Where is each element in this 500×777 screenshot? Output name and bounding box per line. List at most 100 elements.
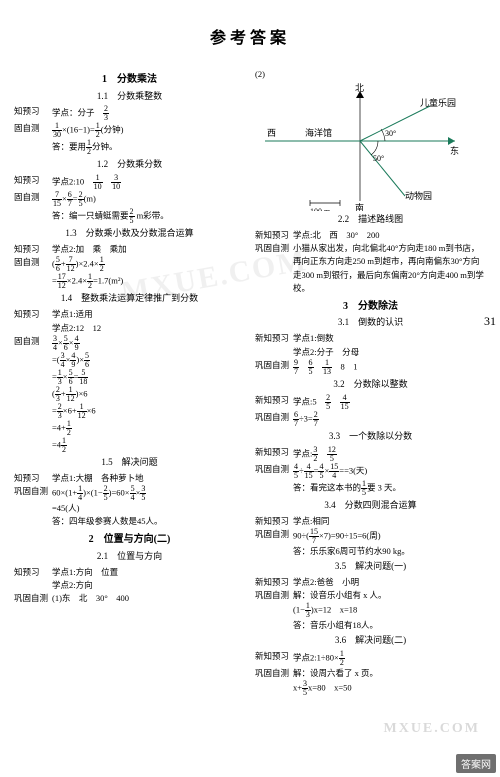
entry-label: 新知预习 <box>255 446 293 463</box>
chapter-heading: 2 位置与方向(二) <box>14 532 245 548</box>
right-column: (2) 北 南 东 西 海洋馆 儿童乐园 动物园 30° 50° <box>255 68 486 697</box>
entry: 巩固自测 45÷415=45×154==3(天) <box>255 463 486 480</box>
entry: 知预习 学点：分子 23 <box>14 105 245 122</box>
entry-content: 67÷3=27 <box>293 411 486 428</box>
entry-content: 学点2:10 110 310 <box>52 174 245 191</box>
section-heading: 3.4 分数四则混合运算 <box>255 499 486 513</box>
entry-label: 巩固自测 <box>255 359 293 376</box>
fraction: 112 <box>66 386 76 403</box>
entry-label: 固自测 <box>14 122 52 139</box>
fraction: 25 <box>325 394 331 411</box>
entry-content: (23+112)×6 <box>14 386 245 403</box>
section-heading: 1.2 分数乘分数 <box>14 158 245 172</box>
entry-content: 130×(16−1)=12(分钟) <box>52 122 245 139</box>
entry: 新知预习 学点:32 125 <box>255 446 486 463</box>
fraction: 415 <box>304 463 314 480</box>
two-columns: 1 分数乘法 1.1 分数乘整数 知预习 学点：分子 23 固自测 130×(1… <box>14 68 486 697</box>
section-heading: 1.3 分数乘小数及分数混合运算 <box>14 227 245 241</box>
left-column: 1 分数乘法 1.1 分数乘整数 知预习 学点：分子 23 固自测 130×(1… <box>14 68 245 697</box>
entry-content: (1)东 北 30° 400 <box>52 592 245 605</box>
entry-content: 学点:北 西 30° 200 <box>293 229 486 242</box>
entry-content: 学点2:加 乘 乘加 <box>52 243 245 256</box>
entry: 巩固自测 90÷(157×7)=90÷15=6(周) <box>255 528 486 545</box>
fraction: 12 <box>66 420 72 437</box>
section-heading: 1.4 整数乘法运算定律推广到分数 <box>14 292 245 306</box>
fraction: 49 <box>74 335 80 352</box>
entry-content: =45(人) <box>14 502 245 515</box>
entry-label: 新知预习 <box>255 515 293 528</box>
entry-label: 固自测 <box>14 335 52 352</box>
entry-label: 新知预习 <box>255 229 293 242</box>
svg-text:50°: 50° <box>373 154 384 163</box>
svg-text:动物园: 动物园 <box>405 190 432 201</box>
fraction: 310 <box>111 174 121 191</box>
entry-content: 90÷(157×7)=90÷15=6(周) <box>293 528 486 545</box>
entry-label: 巩固自测 <box>14 592 52 605</box>
fraction: 712 <box>66 256 76 273</box>
fraction: 12 <box>61 437 67 454</box>
fraction: 415 <box>340 394 350 411</box>
entry: 新知预习 学点1:倒数 <box>255 332 486 345</box>
entry-content: 97 65 113 8 1 <box>293 359 486 376</box>
entry: 巩固自测 (1)东 北 30° 400 <box>14 592 245 605</box>
section-heading: 3.2 分数除以整数 <box>255 378 486 392</box>
entry-content: 小猫从家出发，向北偏北40°方向走180 m到书店，再向正东方向走250 m到超… <box>293 242 486 295</box>
fraction: 157 <box>309 528 319 545</box>
entry-content: =1712×2.4×12=1.7(m²) <box>14 273 245 290</box>
entry: 巩固自测 60×(1+14)×(1−25)=60×54×35 <box>14 485 245 502</box>
entry: 知预习 学点2:加 乘 乘加 <box>14 243 245 256</box>
entry: 固自测 130×(16−1)=12(分钟) <box>14 122 245 139</box>
entry-content: 解：设周六看了 x 页。 <box>293 667 486 680</box>
svg-text:北: 北 <box>355 83 364 93</box>
entry: 固自测 34×56×49 <box>14 335 245 352</box>
entry-label: 知预习 <box>14 472 52 485</box>
entry-content: 解：设音乐小组有 x 人。 <box>293 589 486 602</box>
entry-content: 答：编一只蜻蜓需要25 m彩带。 <box>14 208 245 225</box>
section-heading: 3.5 解决问题(一) <box>255 560 486 574</box>
entry-content: (56+712)×2.4×12 <box>52 256 245 273</box>
entry-content: 60×(1+14)×(1−25)=60×54×35 <box>52 485 245 502</box>
entry: 新知预习 学点:相同 <box>255 515 486 528</box>
answer-key-page: 参考答案 1 分数乘法 1.1 分数乘整数 知预习 学点：分子 23 固自测 1… <box>0 0 500 777</box>
entry: 巩固自测 67÷3=27 <box>255 411 486 428</box>
fraction: 1712 <box>57 273 67 290</box>
entry-label: 巩固自测 <box>255 411 293 428</box>
chapter-heading: 3 分数除法 <box>255 299 486 315</box>
entry: 知预习 学点2:10 110 310 <box>14 174 245 191</box>
entry-content: 715×67=25(m) <box>52 191 245 208</box>
entry-content: 学点2:12 12 <box>14 322 245 335</box>
entry-label: 巩固自测 <box>255 589 293 602</box>
entry: 巩固自测 97 65 113 8 1 <box>255 359 486 376</box>
site-logo: 答案网 <box>456 754 496 773</box>
entry: 新知预习 学点:北 西 30° 200 <box>255 229 486 242</box>
entry-content: 学点2:1÷80×12 <box>293 650 486 667</box>
page-number: 31 <box>482 310 498 333</box>
fraction: 112 <box>77 403 87 420</box>
entry-content: =(34×49)×56 <box>14 352 245 369</box>
svg-text:海洋馆: 海洋馆 <box>305 127 332 138</box>
entry-label: 知预习 <box>14 243 52 256</box>
entry-label: 固自测 <box>14 256 52 273</box>
section-heading: 1.5 解决问题 <box>14 456 245 470</box>
entry-content: 答：四年级参赛人数是45人。 <box>14 515 245 528</box>
direction-diagram: 北 南 东 西 海洋馆 儿童乐园 动物园 30° 50° 100 m <box>255 81 475 211</box>
fraction: 27 <box>313 411 319 428</box>
entry-label: 新知预习 <box>255 576 293 589</box>
fraction: 125 <box>327 446 337 463</box>
svg-text:儿童乐园: 儿童乐园 <box>420 97 456 108</box>
entry-content: 34×56×49 <box>52 335 245 352</box>
svg-text:100 m: 100 m <box>310 207 331 211</box>
entry-content: x+35x=80 x=50 <box>255 680 486 697</box>
entry: 知预习 学点1:适用 <box>14 308 245 321</box>
entry-content: 学点:32 125 <box>293 446 486 463</box>
section-heading: 2.2 描述路线图 <box>255 213 486 227</box>
fraction: 110 <box>93 174 103 191</box>
entry-content: =23×6+112×6 <box>14 403 245 420</box>
entry-content: 学点：分子 23 <box>52 105 245 122</box>
svg-text:西: 西 <box>267 128 276 138</box>
entry-label: 知预习 <box>14 308 52 321</box>
entry-content: 答：乐乐家6周可节约水90 kg。 <box>255 545 486 558</box>
fraction: 23 <box>103 105 109 122</box>
entry-content: 学点2:爸爸 小明 <box>293 576 486 589</box>
fraction: 56 <box>84 352 90 369</box>
